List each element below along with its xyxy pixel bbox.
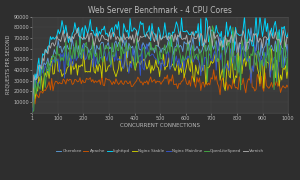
Y-axis label: REQUESTS PER SECOND: REQUESTS PER SECOND xyxy=(6,35,10,94)
Apache xyxy=(275,79,278,81)
Varnish xyxy=(99,39,102,41)
Lighttpd xyxy=(78,42,82,44)
OpenLiteSpeed xyxy=(41,65,44,67)
Varnish xyxy=(286,37,290,39)
OpenLiteSpeed xyxy=(99,44,102,46)
Lighttpd xyxy=(266,22,269,24)
Cherokee xyxy=(249,27,253,29)
Nginx Mainline xyxy=(46,70,50,72)
Nginx Mainline xyxy=(275,79,278,82)
Varnish xyxy=(46,53,50,55)
Cherokee xyxy=(41,68,44,70)
Cherokee xyxy=(31,99,34,101)
Varnish xyxy=(31,101,34,103)
Lighttpd xyxy=(254,14,258,16)
Nginx Mainline xyxy=(99,56,102,58)
Lighttpd xyxy=(31,94,34,96)
Legend: Cherokee, Apache, Lighttpd, Nginx Stable, Nginx Mainline, OpenLiteSpeed, Varnish: Cherokee, Apache, Lighttpd, Nginx Stable… xyxy=(54,148,266,155)
Varnish xyxy=(41,57,44,59)
Line: Lighttpd: Lighttpd xyxy=(32,15,288,95)
Nginx Stable xyxy=(270,48,273,50)
Line: OpenLiteSpeed: OpenLiteSpeed xyxy=(32,26,288,112)
Varnish xyxy=(78,36,82,38)
Line: Nginx Mainline: Nginx Mainline xyxy=(32,37,288,112)
Nginx Stable xyxy=(78,66,82,68)
Nginx Stable xyxy=(275,59,278,61)
Varnish xyxy=(266,39,269,41)
Cherokee xyxy=(78,54,82,56)
Line: Apache: Apache xyxy=(32,69,288,107)
Nginx Mainline xyxy=(41,72,44,74)
OpenLiteSpeed xyxy=(78,37,82,39)
Lighttpd xyxy=(46,46,50,48)
Nginx Mainline xyxy=(217,36,220,38)
Lighttpd xyxy=(275,30,278,32)
Apache xyxy=(41,92,44,94)
OpenLiteSpeed xyxy=(211,25,214,27)
Nginx Mainline xyxy=(78,55,82,57)
Line: Nginx Stable: Nginx Stable xyxy=(32,49,288,107)
Nginx Stable xyxy=(99,66,102,68)
Apache xyxy=(78,77,82,79)
Cherokee xyxy=(266,54,269,56)
Apache xyxy=(46,84,50,87)
Apache xyxy=(99,83,102,86)
Nginx Stable xyxy=(286,65,290,68)
OpenLiteSpeed xyxy=(31,111,34,113)
X-axis label: CONCURRENT CONNECTIONS: CONCURRENT CONNECTIONS xyxy=(120,123,200,128)
OpenLiteSpeed xyxy=(286,48,290,51)
Varnish xyxy=(275,38,278,40)
Nginx Mainline xyxy=(31,111,34,113)
Nginx Stable xyxy=(31,106,34,108)
Nginx Mainline xyxy=(286,45,290,47)
Cherokee xyxy=(275,51,278,53)
Nginx Mainline xyxy=(266,44,269,46)
Cherokee xyxy=(99,43,102,45)
OpenLiteSpeed xyxy=(275,81,278,83)
Title: Web Server Benchmark - 4 CPU Cores: Web Server Benchmark - 4 CPU Cores xyxy=(88,6,232,15)
Apache xyxy=(266,86,269,88)
Nginx Stable xyxy=(41,90,44,92)
Nginx Stable xyxy=(265,61,268,63)
Cherokee xyxy=(286,55,290,57)
Apache xyxy=(249,68,253,70)
OpenLiteSpeed xyxy=(266,42,269,45)
Nginx Stable xyxy=(46,68,50,70)
Lighttpd xyxy=(286,32,290,34)
Line: Varnish: Varnish xyxy=(32,26,288,102)
Lighttpd xyxy=(41,53,44,55)
OpenLiteSpeed xyxy=(46,61,50,63)
Cherokee xyxy=(46,57,50,59)
Line: Cherokee: Cherokee xyxy=(32,28,288,100)
Apache xyxy=(286,86,290,88)
Lighttpd xyxy=(99,33,102,35)
Apache xyxy=(31,106,34,108)
Varnish xyxy=(208,25,211,27)
